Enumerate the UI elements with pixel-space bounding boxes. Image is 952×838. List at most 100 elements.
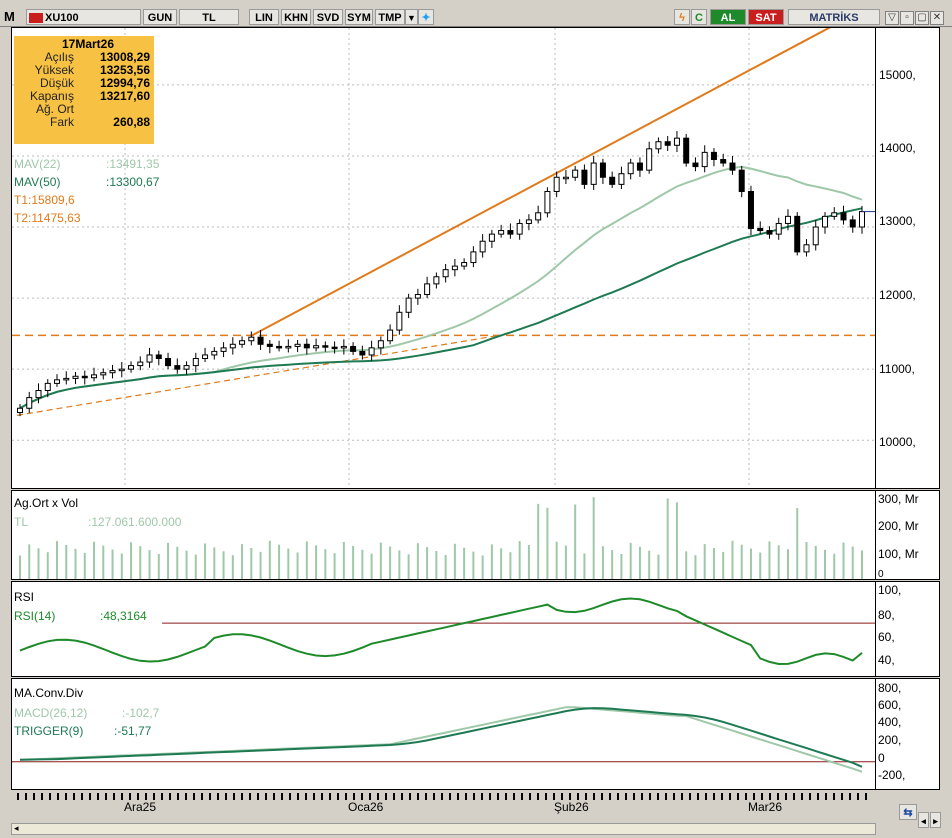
candle-body	[377, 340, 384, 349]
date-tick	[257, 793, 259, 800]
date-tick	[81, 793, 83, 800]
candle-body	[81, 375, 88, 379]
info-row-open: Açılış 13008,29	[44, 50, 150, 64]
macd-label: MACD(26,12)	[14, 706, 88, 720]
candle-body	[683, 137, 690, 164]
date-tick	[161, 793, 163, 800]
buy-button[interactable]: AL	[710, 9, 746, 25]
candle-body	[91, 374, 98, 379]
dropdown-arrow-icon[interactable]: ▼	[405, 9, 418, 25]
date-tick	[313, 793, 315, 800]
lightning-icon[interactable]: ϟ	[674, 9, 690, 25]
date-tick	[841, 793, 843, 800]
date-tick	[457, 793, 459, 800]
date-tick	[449, 793, 451, 800]
t1-trend-line	[250, 28, 831, 337]
candle-body	[424, 283, 431, 296]
rsi-panel[interactable]	[11, 581, 876, 677]
macd-tick: 400,	[878, 715, 902, 729]
support-trend-line	[16, 334, 502, 416]
date-tick	[793, 793, 795, 800]
date-tick	[817, 793, 819, 800]
date-tick	[673, 793, 675, 800]
horizontal-scrollbar[interactable]: ◂	[11, 823, 876, 835]
sell-button[interactable]: SAT	[748, 9, 784, 25]
candle-body	[276, 345, 283, 349]
candle-body	[359, 350, 366, 356]
date-tick	[513, 793, 515, 800]
candle-body	[202, 354, 209, 360]
currency-button[interactable]: TL	[179, 9, 239, 25]
rsi-tick: 100,	[878, 583, 902, 597]
date-tick	[145, 793, 147, 800]
scroll-back-icon[interactable]: ◂	[918, 812, 929, 828]
maximize-icon[interactable]: ▢	[915, 11, 929, 25]
candle-body	[313, 345, 320, 349]
candle-body	[396, 311, 403, 331]
auto-scale-icon[interactable]: ⇆	[899, 804, 917, 820]
candle-body	[516, 222, 523, 235]
candle-body	[220, 347, 227, 352]
date-tick	[833, 793, 835, 800]
date-tick	[689, 793, 691, 800]
candle-body	[350, 345, 357, 352]
date-tick	[73, 793, 75, 800]
date-tick	[473, 793, 475, 800]
price-panel[interactable]	[11, 27, 876, 489]
date-tick	[801, 793, 803, 800]
date-tick	[377, 793, 379, 800]
candle-body	[831, 212, 838, 217]
restore-icon[interactable]: ▫	[900, 11, 914, 25]
date-tick	[753, 793, 755, 800]
date-tick	[721, 793, 723, 800]
macd-value: :-102,7	[122, 706, 160, 720]
candle-body	[581, 169, 588, 185]
macd-chart	[12, 706, 875, 773]
candle-body	[766, 230, 773, 235]
candle-body	[627, 162, 634, 175]
candle-body	[165, 358, 172, 367]
date-tick	[241, 793, 243, 800]
candle-body	[859, 211, 865, 228]
twitter-icon[interactable]: ✦	[418, 9, 434, 25]
macd-panel[interactable]	[11, 678, 876, 790]
date-tick	[665, 793, 667, 800]
date-tick	[785, 793, 787, 800]
price-tick: 13000,	[879, 214, 916, 228]
candle-body	[303, 343, 310, 349]
khn-button[interactable]: KHN	[281, 9, 311, 25]
date-tick	[361, 793, 363, 800]
scroll-forward-icon[interactable]: ▸	[930, 812, 941, 828]
volume-panel[interactable]	[11, 490, 876, 580]
sym-button[interactable]: SYM	[345, 9, 373, 25]
date-axis: Ara25 Oca26 Şub26 Mar26	[11, 791, 876, 819]
date-label: Ara25	[124, 800, 157, 814]
svd-button[interactable]: SVD	[313, 9, 343, 25]
candle-body	[729, 162, 736, 171]
candle-body	[655, 141, 662, 150]
candle-body	[192, 358, 199, 367]
symbol-label: XU100	[45, 12, 79, 24]
refresh-icon[interactable]: C	[691, 9, 707, 25]
date-ticks	[17, 793, 867, 800]
date-tick	[625, 793, 627, 800]
date-label: Şub26	[554, 800, 589, 814]
symbol-field[interactable]: XU100	[26, 9, 141, 25]
mav22-line	[19, 165, 863, 410]
candle-body	[340, 345, 347, 349]
date-tick	[25, 793, 27, 800]
date-tick	[153, 793, 155, 800]
minimize-icon[interactable]: ▽	[885, 11, 899, 25]
candle-body	[294, 343, 301, 347]
close-icon[interactable]: ✕	[930, 11, 944, 25]
price-chart	[12, 28, 875, 488]
candle-body	[17, 407, 23, 414]
candle-body	[757, 227, 764, 232]
macd-tick: -200,	[878, 768, 906, 782]
candle-body	[618, 173, 625, 185]
period-button[interactable]: GUN	[143, 9, 177, 25]
scroll-left-icon[interactable]: ◂	[14, 823, 19, 833]
date-tick	[97, 793, 99, 800]
linear-button[interactable]: LIN	[249, 9, 279, 25]
tmp-button[interactable]: TMP	[375, 9, 405, 25]
